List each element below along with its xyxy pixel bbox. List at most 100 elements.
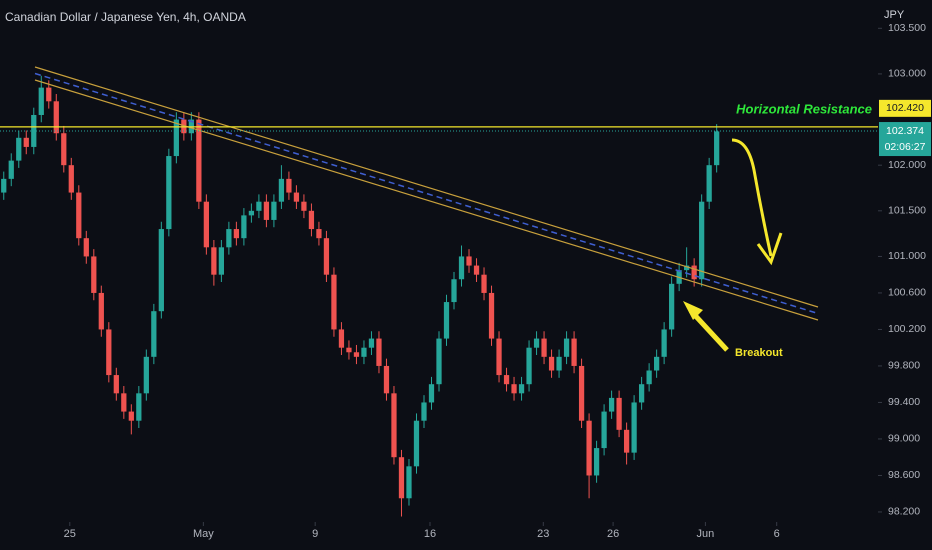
- candle-body: [473, 265, 480, 275]
- candle-body: [151, 311, 157, 357]
- candle-body: [106, 329, 112, 376]
- breakout-label: Breakout: [735, 347, 783, 359]
- candle-body: [278, 178, 285, 202]
- candle-body: [608, 397, 615, 412]
- candle-body: [68, 165, 74, 193]
- y-tick-label: 102.000: [888, 159, 926, 171]
- candle-body: [653, 356, 660, 371]
- candle-body: [196, 119, 202, 202]
- candle-body: [593, 448, 600, 476]
- candle-body: [638, 384, 645, 403]
- candle-body: [316, 229, 322, 239]
- x-tick-label: 9: [312, 528, 318, 540]
- candle-body: [451, 279, 457, 303]
- candle-body: [616, 397, 622, 430]
- candle-body: [586, 420, 592, 476]
- x-tick-label: 16: [424, 528, 436, 540]
- candle-body: [391, 393, 397, 458]
- candle-body: [481, 274, 487, 293]
- candle-body: [691, 265, 697, 280]
- candle-body: [136, 393, 142, 421]
- chart-title: Canadian Dollar / Japanese Yen, 4h, OAND…: [5, 10, 246, 24]
- candle-body: [293, 192, 300, 202]
- candle-body: [331, 274, 337, 330]
- candle-body: [346, 347, 352, 353]
- candle-body: [16, 137, 22, 161]
- candle-body: [121, 393, 127, 412]
- x-tick-label: May: [193, 528, 214, 540]
- candle-body: [218, 247, 225, 275]
- y-tick-label: 99.800: [888, 360, 920, 372]
- candle-body: [526, 347, 532, 385]
- candle-body: [38, 87, 44, 115]
- candle-body: [361, 347, 367, 357]
- candle-body: [406, 466, 412, 499]
- candle-body: [128, 411, 134, 421]
- candle-body: [511, 384, 517, 394]
- candle-body: [398, 457, 405, 499]
- candle-body: [518, 384, 525, 394]
- candle-body: [286, 178, 292, 193]
- candle-body: [503, 375, 510, 385]
- forecast-arrow: [731, 138, 773, 257]
- candle-body: [496, 338, 502, 376]
- y-tick-label: 101.000: [888, 250, 926, 262]
- candle-body: [443, 302, 450, 339]
- candle-body: [226, 229, 232, 248]
- candle-body: [548, 356, 555, 371]
- candle-body: [458, 256, 465, 280]
- candle-body: [271, 201, 277, 220]
- candle-body: [699, 201, 705, 280]
- y-tick-label: 99.400: [888, 396, 920, 408]
- candle-body: [158, 229, 164, 312]
- candle-body: [8, 160, 14, 179]
- candle-body: [669, 283, 675, 330]
- candle-body: [353, 352, 360, 357]
- y-tick-label: 100.200: [888, 323, 926, 335]
- candle-body: [646, 370, 652, 385]
- candle-body: [143, 356, 149, 394]
- candle-body: [466, 256, 472, 266]
- channel-mid: [34, 72, 819, 315]
- last-price-tag: [879, 122, 931, 157]
- channel-top: [34, 66, 819, 308]
- candle-body: [173, 119, 179, 157]
- y-tick-label: 98.600: [888, 469, 920, 481]
- currency: JPY: [884, 9, 905, 21]
- countdown: 02:06:27: [885, 141, 926, 153]
- candle-body: [1, 178, 7, 193]
- candle-body: [533, 338, 540, 348]
- candle-body: [233, 229, 240, 239]
- candle-body: [661, 329, 667, 357]
- x-tick-label: 26: [607, 528, 619, 540]
- candle-body: [623, 429, 630, 453]
- candle-body: [301, 201, 307, 211]
- y-tick-label: 101.500: [888, 205, 926, 217]
- candle-body: [98, 292, 104, 330]
- x-tick-label: Jun: [697, 528, 715, 540]
- candle-body: [368, 338, 375, 348]
- x-tick-label: 6: [774, 528, 780, 540]
- candle-body: [23, 137, 29, 147]
- candle-body: [601, 411, 607, 449]
- candle-body: [203, 201, 209, 248]
- y-tick-label: 98.200: [888, 506, 920, 518]
- last-price-label: 102.374: [886, 125, 924, 137]
- y-tick-label: 100.600: [888, 287, 926, 299]
- price-axis: [878, 0, 932, 550]
- candle-body: [113, 375, 119, 394]
- resistance-tag: [879, 99, 931, 117]
- candle-body: [714, 131, 720, 166]
- candle-body: [541, 338, 547, 357]
- candle-body: [706, 165, 712, 202]
- candle-body: [428, 384, 435, 403]
- candle-body: [83, 238, 89, 257]
- candle-body: [248, 210, 255, 216]
- candle-body: [376, 338, 382, 366]
- candle-body: [631, 402, 637, 453]
- candle-body: [241, 215, 247, 239]
- forecast-arrow-head: [756, 232, 783, 266]
- breakout-arrow: [689, 309, 729, 352]
